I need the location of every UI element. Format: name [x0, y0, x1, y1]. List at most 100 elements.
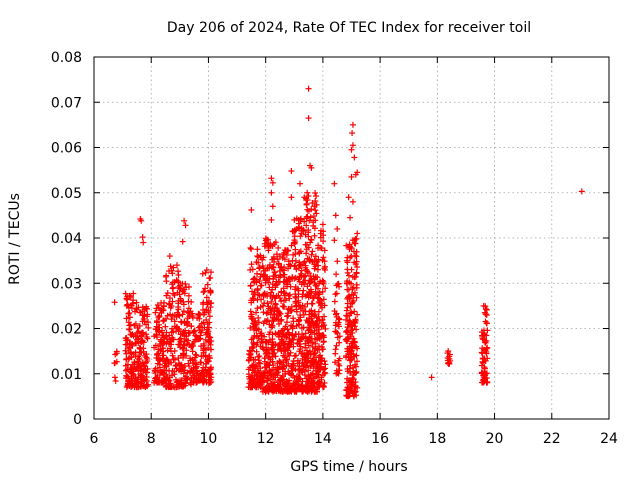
data-point [248, 246, 255, 253]
data-point [124, 337, 131, 344]
data-point [199, 306, 206, 313]
data-point [123, 315, 130, 322]
data-point [126, 344, 133, 351]
data-point [167, 304, 174, 311]
data-point [142, 366, 149, 373]
data-point [162, 323, 169, 330]
data-point [167, 263, 174, 270]
y-tick-label: 0.03 [51, 276, 82, 292]
data-point [260, 254, 267, 261]
x-tick-label: 8 [147, 431, 156, 447]
data-point [189, 340, 196, 347]
data-point [136, 349, 143, 356]
data-point [254, 253, 261, 260]
data-point [207, 334, 214, 341]
data-point [163, 363, 170, 370]
data-point [145, 324, 152, 331]
data-point [271, 268, 278, 275]
data-point [257, 373, 264, 380]
data-point [192, 332, 199, 339]
data-point [166, 374, 173, 381]
chart-title: Day 206 of 2024, Rate Of TEC Index for r… [167, 20, 531, 36]
x-tick-label: 24 [600, 431, 618, 447]
data-point [262, 338, 269, 345]
data-point [179, 311, 186, 318]
data-point [247, 308, 254, 315]
data-point [255, 314, 262, 321]
data-point [125, 310, 132, 317]
data-point [197, 323, 204, 330]
data-point [200, 311, 207, 318]
y-tick-label: 0.06 [51, 141, 82, 157]
data-point [251, 319, 258, 326]
data-point [182, 379, 189, 386]
data-point [129, 331, 136, 338]
data-point [164, 338, 171, 345]
data-point [153, 331, 160, 338]
data-point [126, 292, 133, 299]
x-tick-label: 20 [486, 431, 504, 447]
data-point [181, 362, 188, 369]
data-point [254, 296, 261, 303]
data-point [126, 310, 133, 317]
data-point [190, 364, 197, 371]
data-point [175, 304, 182, 311]
data-point [130, 351, 137, 358]
data-point [193, 361, 200, 368]
data-point [184, 315, 191, 322]
data-point [171, 347, 178, 354]
data-point [163, 333, 170, 340]
data-point [141, 318, 148, 325]
data-point [247, 244, 254, 251]
data-point [125, 355, 132, 362]
data-point [248, 374, 255, 381]
data-point [253, 309, 260, 316]
data-point [170, 290, 177, 297]
data-point [188, 374, 195, 381]
data-point [124, 373, 131, 380]
data-point [251, 369, 258, 376]
data-point [270, 276, 277, 283]
data-point [175, 271, 182, 278]
data-point [261, 318, 268, 325]
data-point [171, 371, 178, 378]
data-point [261, 333, 268, 340]
data-point [188, 367, 195, 374]
data-point [248, 297, 255, 304]
data-point [163, 382, 170, 389]
data-point [171, 318, 178, 325]
data-point [248, 261, 255, 268]
data-point [193, 372, 200, 379]
data-point [205, 368, 212, 375]
y-axis-label: ROTI / TECUs [7, 193, 23, 285]
data-point [207, 289, 214, 296]
data-point [260, 378, 267, 385]
data-point [176, 291, 183, 298]
data-point [200, 347, 207, 354]
data-point [168, 316, 175, 323]
data-point [264, 317, 271, 324]
data-point [255, 353, 262, 360]
data-point [263, 361, 270, 368]
data-point [135, 328, 142, 335]
data-point [127, 294, 134, 301]
data-point [253, 332, 260, 339]
data-point [269, 263, 276, 270]
data-point [137, 376, 144, 383]
data-point [170, 264, 177, 271]
x-tick-label: 22 [543, 431, 561, 447]
data-point [203, 267, 210, 274]
data-point [122, 367, 129, 374]
data-point [129, 342, 136, 349]
data-point [169, 312, 176, 319]
data-point [255, 291, 262, 298]
x-tick-label: 18 [428, 431, 446, 447]
data-point [125, 319, 132, 326]
data-point [207, 341, 214, 348]
data-point [171, 323, 178, 330]
data-point [200, 319, 207, 326]
data-point [251, 363, 258, 370]
data-point [141, 312, 148, 319]
data-point [250, 323, 257, 330]
